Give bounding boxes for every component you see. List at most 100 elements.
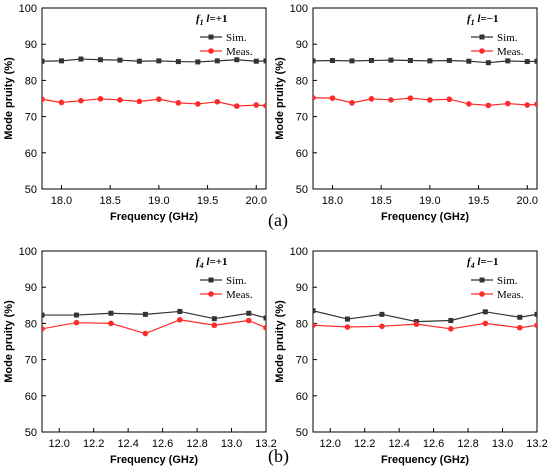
x-tick-label: 12.8 (186, 438, 207, 450)
series-line (313, 97, 537, 106)
y-tick-label: 70 (296, 355, 308, 367)
y-tick-label: 80 (296, 75, 308, 87)
data-point (534, 58, 537, 64)
x-axis-label: Frequency (GHz) (381, 454, 469, 466)
x-tick-label: 13.0 (221, 438, 242, 450)
y-tick-label: 50 (296, 184, 308, 196)
y-tick-label: 50 (25, 184, 37, 196)
x-tick-label: 12.6 (423, 438, 444, 450)
data-point (117, 57, 123, 63)
series-line (313, 310, 537, 323)
y-tick-label: 60 (296, 148, 308, 160)
plot-frame (41, 250, 267, 433)
data-point (407, 57, 413, 63)
y-tick-label: 70 (25, 355, 37, 367)
data-point (136, 98, 143, 105)
x-tick-label: 12.2 (83, 438, 104, 450)
data-point (211, 322, 218, 329)
data-point (517, 314, 523, 320)
y-tick-label: 90 (25, 282, 37, 294)
x-tick-label: 19.0 (419, 195, 440, 207)
data-point (42, 312, 45, 318)
data-point (245, 317, 252, 324)
x-tick-label: 13.2 (255, 438, 276, 450)
data-point (313, 94, 316, 101)
data-point (175, 59, 181, 65)
data-point (448, 318, 454, 324)
legend-marker (208, 277, 214, 283)
y-tick-label: 100 (290, 246, 308, 258)
series-line (313, 59, 537, 64)
y-tick-label: 60 (25, 148, 37, 160)
data-point (214, 98, 221, 105)
data-point (214, 58, 220, 64)
y-tick-label: 80 (296, 318, 308, 330)
data-point (263, 315, 266, 321)
data-point (117, 97, 123, 103)
data-point (504, 100, 511, 107)
data-point (253, 102, 260, 108)
y-tick-label: 90 (296, 39, 308, 51)
series-group (42, 56, 266, 109)
data-point (156, 58, 162, 64)
data-point (482, 309, 488, 315)
legend-label: Sim. (497, 32, 518, 44)
data-point (407, 95, 414, 101)
series-group (313, 308, 537, 332)
legend-label: Sim. (497, 275, 518, 287)
plot-frame (312, 250, 538, 433)
data-point (368, 96, 375, 102)
data-point (234, 57, 240, 63)
y-tick-label: 60 (296, 391, 308, 403)
x-axis-label: Frequency (GHz) (381, 211, 469, 223)
legend-marker (208, 291, 214, 297)
data-point (313, 308, 316, 314)
data-point (534, 322, 537, 329)
data-point (379, 311, 385, 317)
data-point (246, 310, 252, 316)
data-point (195, 59, 201, 65)
data-point (388, 97, 394, 103)
y-axis-label: Mode pruity (%) (274, 57, 286, 140)
x-tick-label: 20.0 (517, 195, 538, 207)
legend-marker (479, 291, 485, 297)
data-point (466, 101, 472, 107)
legend-marker (479, 277, 485, 283)
x-tick-label: 19.0 (148, 195, 169, 207)
data-point (78, 56, 84, 62)
data-point (413, 321, 420, 327)
data-point (524, 102, 531, 108)
data-point (388, 57, 394, 63)
panel-label-a: (a) (268, 210, 288, 230)
data-point (263, 324, 266, 331)
data-point (142, 330, 149, 337)
data-point (211, 316, 217, 322)
data-point (313, 322, 316, 329)
y-tick-label: 70 (25, 112, 37, 124)
legend-label: Meas. (226, 289, 253, 301)
legend-marker (479, 48, 485, 54)
data-point (58, 58, 64, 64)
data-point (329, 95, 336, 101)
data-point (73, 319, 80, 326)
legend-label: Meas. (226, 46, 253, 58)
legend-label: Meas. (497, 46, 524, 58)
x-tick-label: 12.6 (152, 438, 173, 450)
data-point (142, 311, 148, 317)
data-point (349, 100, 355, 106)
data-point (263, 58, 266, 64)
data-point (482, 320, 489, 327)
data-point (58, 99, 65, 106)
x-tick-label: 12.2 (354, 438, 375, 450)
x-tick-label: 20.0 (246, 195, 267, 207)
chart-1: 50 60 70 80 90 100 18.0 18.5 19.0 19.5 20.0 Frequen… (3, 3, 267, 223)
data-point (446, 57, 452, 63)
series-group (313, 57, 537, 109)
y-tick-label: 70 (296, 112, 308, 124)
y-tick-label: 50 (296, 427, 308, 439)
data-point (505, 58, 511, 64)
data-point (263, 102, 266, 109)
data-point (42, 326, 45, 332)
data-point (97, 96, 104, 102)
data-point (108, 320, 114, 327)
